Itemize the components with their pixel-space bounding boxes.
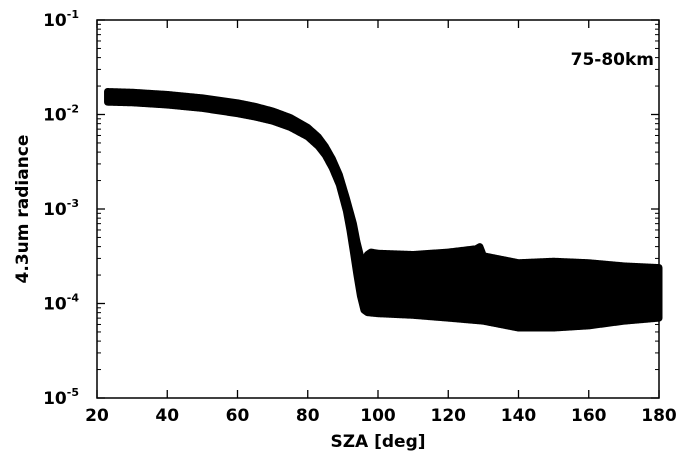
y-tick-label: 10-4 [43,292,79,315]
x-tick-label: 100 [360,406,396,426]
x-tick-label: 160 [571,406,607,426]
data-layer [104,88,663,332]
ticks-layer: 20 40 60 80 100 120 140 160 180 10-5 10-4 10-3 10-2 1… [43,8,677,426]
x-tick-label: 20 [85,406,109,426]
y-tick-label: 10-2 [43,103,79,126]
x-axis-label: SZA [deg] [330,432,425,452]
x-tick-label: 120 [431,406,467,426]
plot-frame [96,19,660,399]
y-tick-label: 10-5 [43,386,79,409]
y-tick-label: 10-3 [43,197,79,220]
panel-annotation: 75-80km [571,50,654,70]
x-tick-label: 60 [226,406,250,426]
data-series-band [104,88,663,332]
x-tick-label: 140 [501,406,537,426]
y-tick-label: 10-1 [43,8,79,31]
y-axis-label: 4.3um radiance [13,135,33,284]
x-tick-label: 80 [296,406,320,426]
x-tick-label: 180 [641,406,677,426]
x-tick-label: 40 [155,406,179,426]
